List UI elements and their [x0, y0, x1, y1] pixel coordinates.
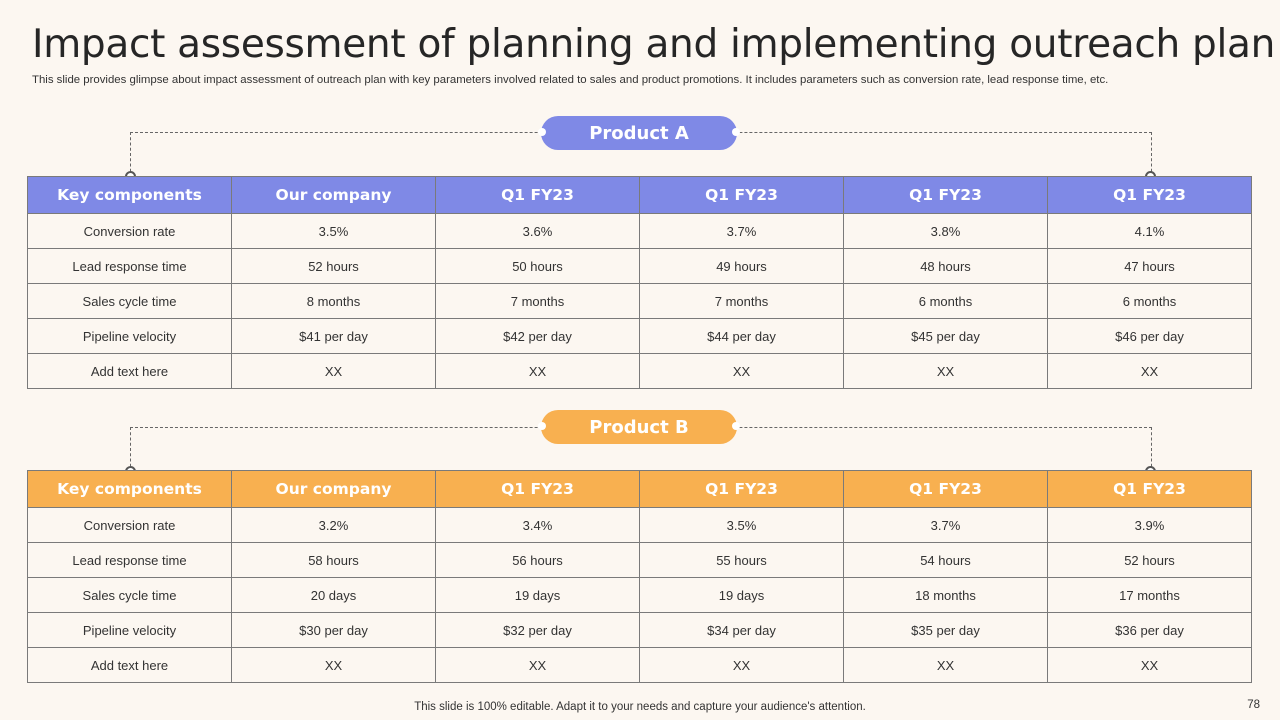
pill-right-cap [732, 128, 740, 136]
product-a-table: Key components Our company Q1 FY23 Q1 FY23 Q… [27, 176, 1252, 389]
row-label-cell: Add text here [27, 353, 232, 389]
table-header-row: Key components Our company Q1 FY23 Q1 FY23 Q… [27, 176, 1252, 214]
row-label-cell: Sales cycle time [27, 577, 232, 613]
row-label-cell: Conversion rate [27, 507, 232, 543]
product-b-pill: Product B [538, 410, 740, 444]
value-cell: 56 hours [435, 542, 640, 578]
pill-left-cap [538, 422, 546, 430]
value-cell: XX [843, 353, 1048, 389]
row-label-cell: Lead response time [27, 542, 232, 578]
value-cell: $36 per day [1047, 612, 1252, 648]
column-header: Q1 FY23 [435, 176, 640, 214]
value-cell: XX [231, 647, 436, 683]
pill-left-cap [538, 128, 546, 136]
value-cell: XX [1047, 353, 1252, 389]
table-header-row: Key components Our company Q1 FY23 Q1 FY23 Q… [27, 470, 1252, 508]
column-header: Q1 FY23 [843, 470, 1048, 508]
table-row: Pipeline velocity $30 per day $32 per day $… [27, 612, 1252, 648]
table-row: Sales cycle time 8 months 7 months 7 months… [27, 283, 1252, 319]
value-cell: 52 hours [231, 248, 436, 284]
slide-title: Impact assessment of planning and implem… [32, 22, 1276, 67]
value-cell: 7 months [639, 283, 844, 319]
value-cell: $34 per day [639, 612, 844, 648]
value-cell: 6 months [843, 283, 1048, 319]
column-header: Q1 FY23 [1047, 176, 1252, 214]
value-cell: 48 hours [843, 248, 1048, 284]
value-cell: 50 hours [435, 248, 640, 284]
value-cell: XX [843, 647, 1048, 683]
row-label-cell: Pipeline velocity [27, 612, 232, 648]
footer-note: This slide is 100% editable. Adapt it to… [414, 701, 866, 713]
value-cell: 47 hours [1047, 248, 1252, 284]
slide-subtitle: This slide provides glimpse about impact… [32, 74, 1109, 86]
value-cell: $32 per day [435, 612, 640, 648]
value-cell: XX [231, 353, 436, 389]
value-cell: $30 per day [231, 612, 436, 648]
value-cell: 3.6% [435, 213, 640, 249]
value-cell: XX [639, 647, 844, 683]
value-cell: 20 days [231, 577, 436, 613]
table-row: Add text here XX XX XX XX XX [27, 353, 1252, 389]
column-header: Our company [231, 176, 436, 214]
value-cell: XX [435, 647, 640, 683]
row-label-cell: Conversion rate [27, 213, 232, 249]
column-header: Q1 FY23 [1047, 470, 1252, 508]
column-header: Q1 FY23 [843, 176, 1048, 214]
value-cell: 52 hours [1047, 542, 1252, 578]
value-cell: $44 per day [639, 318, 844, 354]
value-cell: 3.8% [843, 213, 1048, 249]
table-row: Conversion rate 3.2% 3.4% 3.5% 3.7% 3.9% [27, 507, 1252, 543]
table-row: Lead response time 52 hours 50 hours 49 hou… [27, 248, 1252, 284]
table-row: Lead response time 58 hours 56 hours 55 hou… [27, 542, 1252, 578]
value-cell: 3.2% [231, 507, 436, 543]
value-cell: 3.5% [639, 507, 844, 543]
value-cell: 3.7% [843, 507, 1048, 543]
product-b-table: Key components Our company Q1 FY23 Q1 FY23 Q… [27, 470, 1252, 683]
value-cell: XX [435, 353, 640, 389]
value-cell: $35 per day [843, 612, 1048, 648]
value-cell: $46 per day [1047, 318, 1252, 354]
page-number: 78 [1247, 699, 1260, 711]
product-a-label: Product A [589, 122, 689, 144]
value-cell: 49 hours [639, 248, 844, 284]
value-cell: 3.4% [435, 507, 640, 543]
column-header: Key components [27, 176, 232, 214]
value-cell: 6 months [1047, 283, 1252, 319]
product-a-pill: Product A [538, 116, 740, 150]
value-cell: 4.1% [1047, 213, 1252, 249]
value-cell: XX [639, 353, 844, 389]
value-cell: 8 months [231, 283, 436, 319]
table-row: Add text here XX XX XX XX XX [27, 647, 1252, 683]
table-row: Pipeline velocity $41 per day $42 per day $… [27, 318, 1252, 354]
value-cell: 55 hours [639, 542, 844, 578]
column-header: Q1 FY23 [435, 470, 640, 508]
value-cell: 18 months [843, 577, 1048, 613]
value-cell: $45 per day [843, 318, 1048, 354]
value-cell: 54 hours [843, 542, 1048, 578]
value-cell: 3.7% [639, 213, 844, 249]
column-header: Our company [231, 470, 436, 508]
value-cell: $42 per day [435, 318, 640, 354]
column-header: Key components [27, 470, 232, 508]
value-cell: XX [1047, 647, 1252, 683]
row-label-cell: Add text here [27, 647, 232, 683]
value-cell: 7 months [435, 283, 640, 319]
table-row: Conversion rate 3.5% 3.6% 3.7% 3.8% 4.1% [27, 213, 1252, 249]
column-header: Q1 FY23 [639, 176, 844, 214]
product-b-label: Product B [589, 416, 689, 438]
value-cell: 3.5% [231, 213, 436, 249]
row-label-cell: Pipeline velocity [27, 318, 232, 354]
row-label-cell: Lead response time [27, 248, 232, 284]
value-cell: $41 per day [231, 318, 436, 354]
value-cell: 3.9% [1047, 507, 1252, 543]
column-header: Q1 FY23 [639, 470, 844, 508]
pill-right-cap [732, 422, 740, 430]
value-cell: 19 days [435, 577, 640, 613]
value-cell: 17 months [1047, 577, 1252, 613]
table-row: Sales cycle time 20 days 19 days 19 days 18 … [27, 577, 1252, 613]
value-cell: 19 days [639, 577, 844, 613]
row-label-cell: Sales cycle time [27, 283, 232, 319]
value-cell: 58 hours [231, 542, 436, 578]
